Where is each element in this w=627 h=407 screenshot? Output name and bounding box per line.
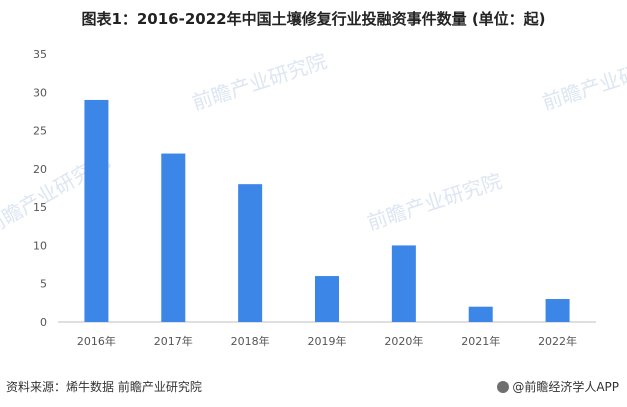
bar <box>161 153 186 322</box>
x-tick-label: 2017年 <box>154 334 193 348</box>
chart-title: 图表1：2016-2022年中国土壤修复行业投融资事件数量 (单位：起) <box>81 10 546 28</box>
y-tick-label: 20 <box>33 163 47 176</box>
watermark-text: 前瞻产业研究院 <box>364 169 505 235</box>
source-note: 资料来源：烯牛数据 前瞻产业研究院 <box>6 380 202 394</box>
bar <box>238 184 263 322</box>
brand-credit-text: @前瞻经济学人APP <box>512 380 619 394</box>
watermark-text: 前瞻产业研究院 <box>539 49 627 115</box>
y-tick-label: 5 <box>40 278 47 291</box>
y-tick-label: 10 <box>33 239 47 252</box>
x-tick-label: 2016年 <box>77 334 116 348</box>
x-tick-label: 2020年 <box>384 334 423 348</box>
bar <box>391 245 416 322</box>
bar <box>315 276 339 322</box>
brand-logo-icon <box>497 381 510 393</box>
watermark-text: 前瞻产业研究院 <box>189 49 330 115</box>
brand-credit: @前瞻经济学人APP <box>497 378 619 395</box>
x-axis: 2016年 2017年 2018年 2019年 2020年 2021年 2022年 <box>77 334 577 348</box>
bar <box>468 306 493 322</box>
y-tick-label: 15 <box>33 201 47 214</box>
y-axis: 0 5 10 15 20 25 30 35 <box>33 48 47 329</box>
x-tick-label: 2022年 <box>538 334 577 348</box>
y-tick-label: 25 <box>33 125 47 138</box>
bar-series <box>84 99 570 322</box>
x-tick-label: 2019年 <box>308 334 347 348</box>
y-tick-label: 30 <box>33 86 47 99</box>
bar-chart: 前瞻产业研究院 前瞻产业研究院 前瞻产业研究院 前瞻产业研究院 05101520… <box>0 48 627 348</box>
x-tick-label: 2018年 <box>231 334 270 348</box>
y-tick-label: 0 <box>40 316 47 329</box>
bar <box>84 99 109 322</box>
y-tick-label: 35 <box>33 48 47 61</box>
x-tick-label: 2021年 <box>461 334 500 348</box>
bar <box>545 299 570 322</box>
